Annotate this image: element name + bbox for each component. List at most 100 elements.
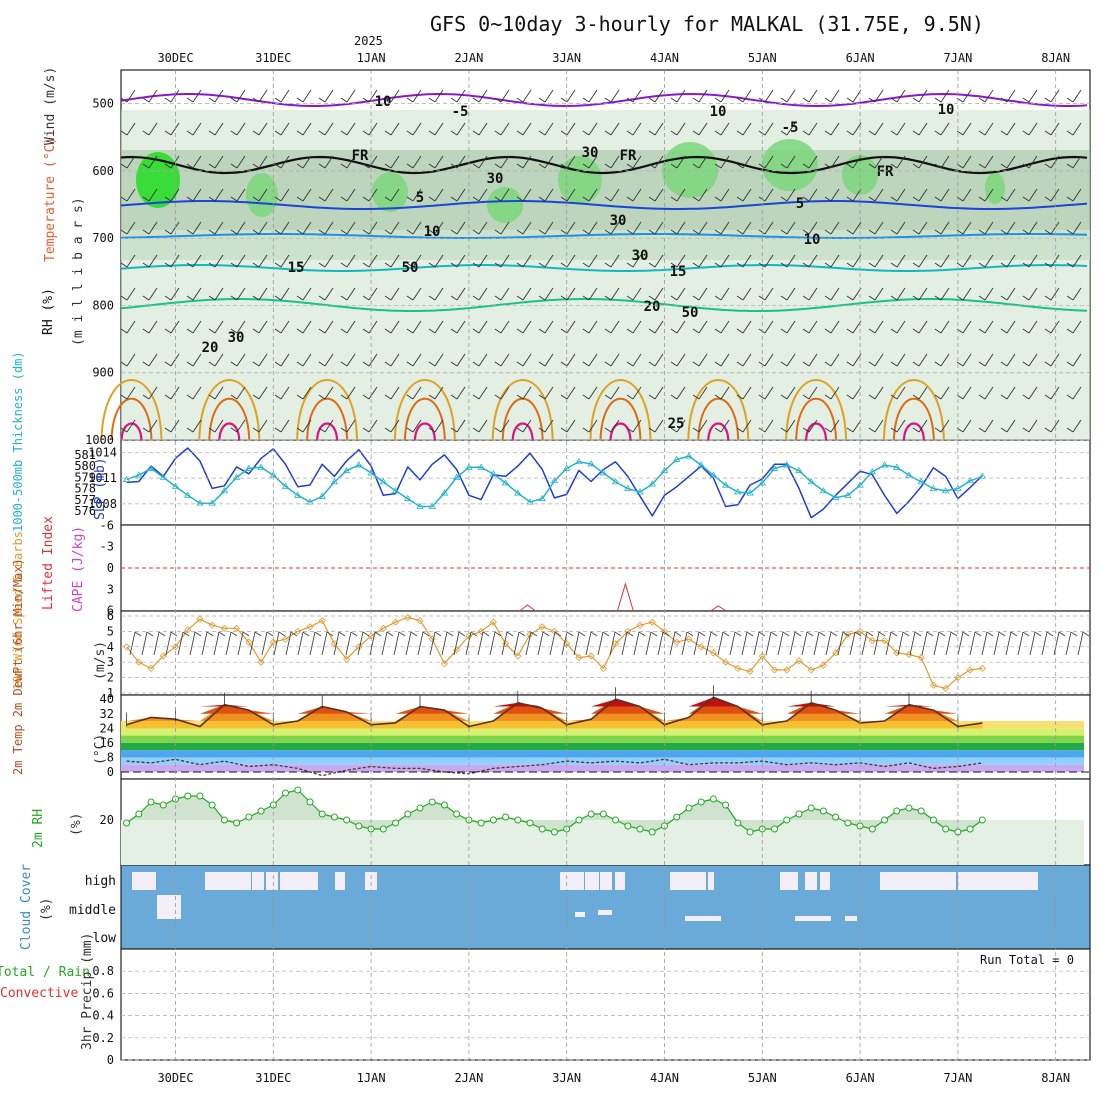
profile-wind-barb xyxy=(164,89,180,103)
barb-shaft xyxy=(610,353,620,367)
wind10-marker xyxy=(135,658,143,666)
barb-shaft xyxy=(522,386,532,400)
barb-flag xyxy=(604,97,612,103)
wind10-barb xyxy=(213,631,220,656)
profile-wind-barb xyxy=(758,155,774,169)
profile-wind-barb xyxy=(692,353,708,367)
barb-flag xyxy=(604,163,612,169)
barb-shaft xyxy=(808,287,818,301)
barb-shaft xyxy=(280,254,290,268)
profile-wind-barb xyxy=(670,386,686,400)
barb-flag xyxy=(824,328,832,334)
barb-shaft xyxy=(962,89,972,103)
barb-flag xyxy=(274,163,282,169)
barb-shaft xyxy=(280,221,290,235)
wind10-barb-flag xyxy=(650,631,658,637)
barb-flag xyxy=(450,196,458,202)
profile-wind-barb xyxy=(1022,287,1038,301)
profile-wind-barb xyxy=(670,89,686,103)
barb-flag xyxy=(912,361,920,367)
barb-flag xyxy=(978,361,986,367)
wind10-barb xyxy=(765,631,772,656)
barb-shaft xyxy=(170,287,180,301)
thickness-marker xyxy=(196,499,204,506)
barb-shaft xyxy=(170,320,180,334)
barb-shaft xyxy=(676,254,686,268)
barb-shaft xyxy=(676,320,686,334)
barb-shaft xyxy=(456,419,466,433)
barb-shaft xyxy=(214,221,224,235)
wind10-barb-flag xyxy=(866,631,874,637)
barb-shaft xyxy=(1028,89,1038,103)
barb-shaft xyxy=(896,254,906,268)
barb-shaft xyxy=(192,155,202,169)
profile-wind-barb xyxy=(560,188,576,202)
barb-shaft xyxy=(874,254,884,268)
barb-flag xyxy=(1066,394,1074,400)
rh2m-marker xyxy=(587,810,595,818)
barb-shaft xyxy=(962,386,972,400)
barb-shaft xyxy=(786,221,796,235)
profile-wind-barb xyxy=(934,188,950,202)
profile-wind-barb xyxy=(384,353,400,367)
barb-shaft xyxy=(610,287,620,301)
barb-flag xyxy=(934,130,942,136)
profile-wind-barb xyxy=(340,287,356,301)
rh2m-marker xyxy=(893,807,901,815)
barb-flag xyxy=(406,97,414,103)
profile-wind-barb xyxy=(494,221,510,235)
wind10-barb-flag xyxy=(362,631,370,637)
profile-wind-barb xyxy=(142,419,158,433)
barb-shaft xyxy=(984,386,994,400)
wind10-barb xyxy=(1077,631,1084,656)
date-gridlines xyxy=(175,70,1057,1060)
profile-wind-barb xyxy=(604,386,620,400)
barb-flag xyxy=(164,361,172,367)
barb-shaft xyxy=(698,122,708,136)
barb-flag xyxy=(208,229,216,235)
barb-shaft xyxy=(412,320,422,334)
thickness-marker xyxy=(917,478,925,485)
profile-wind-barb xyxy=(626,353,642,367)
wind10-marker xyxy=(966,666,974,674)
barb-flag xyxy=(472,295,480,301)
barb-shaft xyxy=(500,419,510,433)
wind10-barb-flag xyxy=(182,631,190,637)
barb-shaft xyxy=(830,188,840,202)
barb-flag xyxy=(252,295,260,301)
barb-shaft xyxy=(940,287,950,301)
cape-spike xyxy=(519,604,536,612)
profile-wind-barb xyxy=(120,122,136,136)
barb-flag xyxy=(824,97,832,103)
barb-flag xyxy=(714,97,722,103)
profile-wind-barb xyxy=(560,89,576,103)
barb-shaft xyxy=(324,221,334,235)
barb-shaft xyxy=(676,221,686,235)
barb-flag xyxy=(714,427,722,433)
rh2m-marker xyxy=(722,801,730,809)
date-label-bottom: 6JAN xyxy=(846,1071,875,1085)
isotherm-5 xyxy=(120,200,1088,210)
thickness-marker xyxy=(795,466,803,474)
barb-flag xyxy=(120,229,128,235)
barb-shaft xyxy=(830,122,840,136)
profile-wind-barb xyxy=(890,353,906,367)
profile-wind-barb xyxy=(714,320,730,334)
barb-flag xyxy=(428,196,436,202)
barb-flag xyxy=(934,427,942,433)
profile-wind-barb xyxy=(868,287,884,301)
rh2m-marker xyxy=(624,822,632,830)
barb-flag xyxy=(516,97,524,103)
barb-shaft xyxy=(1006,386,1016,400)
profile-wind-barb xyxy=(670,221,686,235)
barb-flag xyxy=(780,130,788,136)
wind10-barb xyxy=(225,631,232,656)
profile-wind-barb xyxy=(780,386,796,400)
barb-shaft xyxy=(676,155,686,169)
profile-wind-barb xyxy=(120,188,136,202)
profile-wind-barb xyxy=(824,386,840,400)
barb-shaft xyxy=(830,254,840,268)
barb-flag xyxy=(560,394,568,400)
profile-wind-barb xyxy=(582,155,598,169)
profile-wind-barb xyxy=(142,320,158,334)
